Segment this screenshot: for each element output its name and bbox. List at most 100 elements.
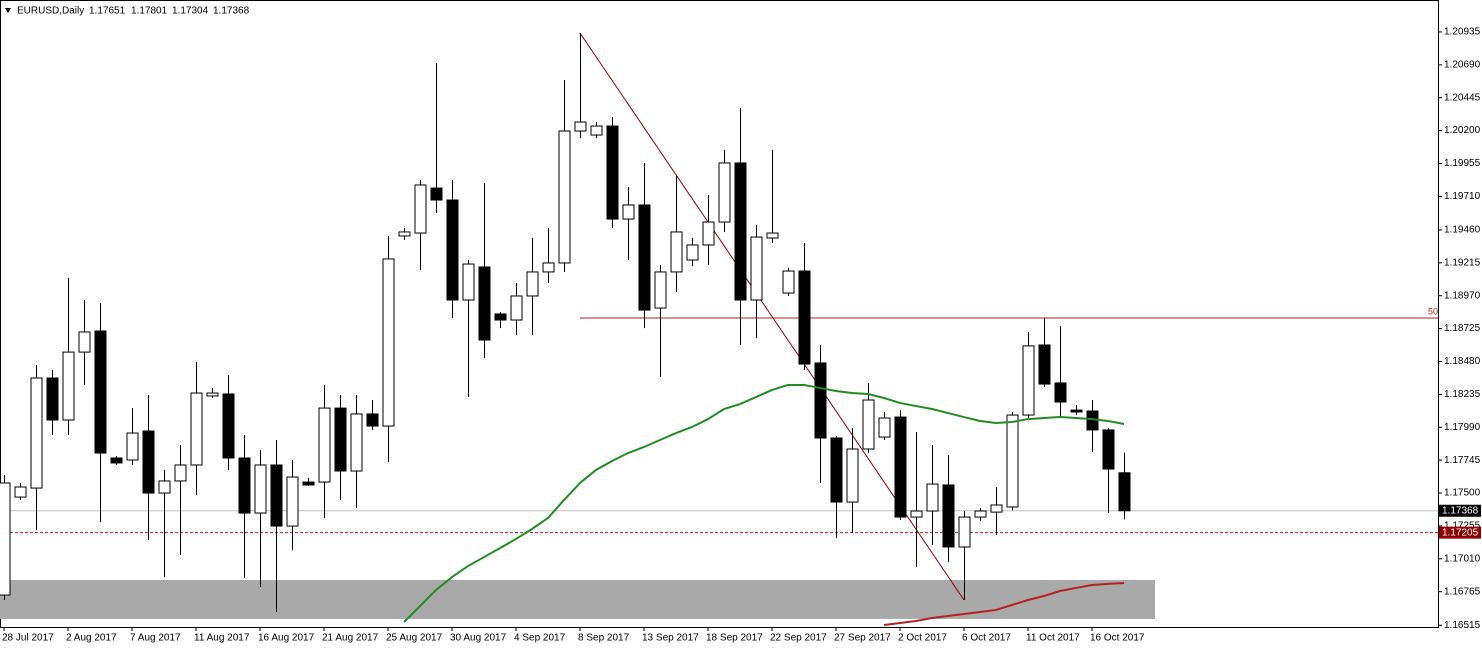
candle-body (814, 362, 827, 439)
candle-body (718, 162, 731, 223)
candle-body (318, 407, 331, 483)
candle-body (670, 231, 683, 273)
x-tick-label: 7 Aug 2017 (130, 633, 181, 644)
candle-body (190, 392, 203, 466)
candle-body (750, 236, 763, 301)
candle-body (254, 464, 267, 514)
y-tick-label: 1.17500 (1444, 488, 1481, 499)
x-tick-label: 27 Sep 2017 (834, 633, 891, 644)
candle-body (398, 231, 411, 237)
y-tick-label: 1.17010 (1444, 553, 1481, 564)
x-tick-label: 16 Oct 2017 (1090, 633, 1145, 644)
candle-body (110, 457, 123, 464)
header-high: 1.17801 (131, 6, 168, 17)
x-tick-label: 25 Aug 2017 (386, 633, 443, 644)
candle-body (702, 221, 715, 246)
header-open: 1.17651 (89, 6, 126, 17)
x-tick-label: 22 Sep 2017 (770, 633, 827, 644)
y-tick-label: 1.18970 (1444, 290, 1481, 301)
candle-body (0, 482, 11, 596)
candle-body (590, 125, 603, 136)
candle-body (302, 481, 315, 486)
y-tick-label: 1.18480 (1444, 356, 1481, 367)
candle-body (510, 295, 523, 321)
y-tick-label: 1.19215 (1444, 257, 1481, 268)
candle-body (142, 430, 155, 494)
x-tick-label: 16 Aug 2017 (258, 633, 315, 644)
header-close: 1.17368 (213, 6, 250, 17)
candle-body (350, 413, 363, 472)
candle-body (94, 330, 107, 454)
candle-body (446, 199, 459, 301)
x-tick-label: 21 Aug 2017 (322, 633, 379, 644)
level-price-box (1439, 526, 1481, 539)
y-tick-label: 1.16765 (1444, 586, 1481, 597)
y-tick-label: 1.17745 (1444, 455, 1481, 466)
candle-body (638, 204, 651, 311)
candle-body (1070, 409, 1083, 413)
candle-body (126, 432, 139, 461)
candle-body (30, 377, 43, 489)
candle-body (766, 232, 779, 239)
labels-layer: EURUSD,Daily 1.17651 1.17801 1.17304 1.1… (2, 6, 1481, 644)
symbol-title: EURUSD,Daily (17, 6, 84, 17)
candle-body (974, 510, 987, 518)
candle-body (238, 457, 251, 514)
candle-body (558, 130, 571, 264)
candle-body (1022, 345, 1035, 416)
x-tick-label: 2 Oct 2017 (898, 633, 947, 644)
background-layer: 50 (0, 32, 1438, 619)
candle-body (878, 417, 891, 438)
x-tick-label: 11 Aug 2017 (194, 633, 250, 644)
y-tick-label: 1.19955 (1444, 158, 1481, 169)
x-tick-label: 8 Sep 2017 (578, 633, 630, 644)
candle-body (894, 416, 907, 518)
x-tick-label: 6 Oct 2017 (962, 633, 1011, 644)
candle-body (606, 125, 619, 220)
candle-body (734, 162, 747, 301)
y-tick-label: 1.19460 (1444, 225, 1481, 236)
y-tick-label: 1.19710 (1444, 191, 1481, 202)
candle-body (1118, 472, 1131, 512)
y-tick-label: 1.18725 (1444, 323, 1481, 334)
candle-body (430, 187, 443, 201)
candle-body (798, 270, 811, 365)
x-tick-label: 28 Jul 2017 (2, 633, 54, 644)
candle-body (366, 413, 379, 427)
candle-body (926, 483, 939, 512)
candle-body (494, 313, 507, 321)
candle-body (158, 480, 171, 494)
y-tick-label: 1.16515 (1444, 620, 1481, 631)
candle-body (1054, 382, 1067, 403)
candle-body (414, 184, 427, 234)
candle-body (846, 448, 859, 503)
candle-body (1102, 429, 1115, 470)
x-tick-label: 4 Sep 2017 (514, 633, 566, 644)
candle-body (78, 331, 91, 353)
y-tick-label: 1.20690 (1444, 59, 1481, 70)
level-price-label: 1.17205 (1442, 527, 1479, 538)
bid-price-label: 1.17368 (1442, 505, 1479, 516)
candle-body (830, 437, 843, 503)
candle-body (686, 244, 699, 261)
candle-body (990, 504, 1003, 513)
bid-price-box (1439, 504, 1481, 517)
candle-body (542, 262, 555, 273)
menu-triangle (5, 8, 11, 13)
candle-body (654, 271, 667, 309)
x-tick-label: 11 Oct 2017 (1026, 633, 1080, 644)
candle-body (782, 270, 795, 294)
candles-layer (0, 33, 1131, 626)
candle-body (958, 516, 971, 548)
y-tick-label: 1.18235 (1444, 389, 1481, 400)
x-tick-label: 30 Aug 2017 (450, 633, 507, 644)
y-tick-label: 1.20200 (1444, 125, 1481, 136)
candle-body (1038, 344, 1051, 385)
candle-body (62, 351, 75, 421)
candle-body (478, 266, 491, 341)
support-zone (0, 580, 1155, 619)
candle-body (1006, 414, 1019, 508)
y-tick-label: 1.20935 (1444, 27, 1481, 38)
candle-body (174, 464, 187, 482)
